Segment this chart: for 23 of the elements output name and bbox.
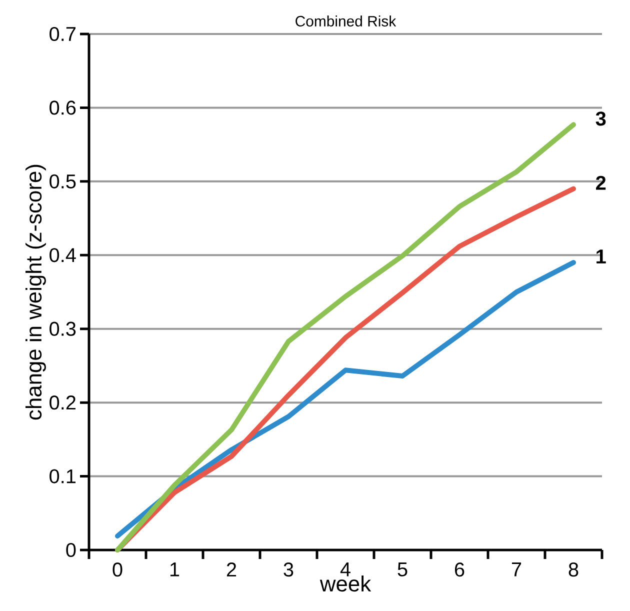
series-label: 2 (596, 176, 606, 190)
chart-title: Combined Risk (296, 16, 396, 26)
series-label: 1 (596, 250, 606, 264)
x-tick-label: 0 (112, 562, 122, 577)
x-tick-label: 1 (170, 562, 180, 576)
x-tick-label: 5 (398, 562, 408, 576)
y-tick-label: 0.1 (50, 469, 76, 484)
y-tick-label: 0 (66, 542, 76, 558)
y-tick-label: 0.2 (50, 396, 76, 410)
y-tick-label: 0.3 (50, 322, 76, 336)
x-tick-label: 3 (284, 562, 294, 577)
y-tick-label: 0.7 (50, 26, 76, 42)
x-axis-title: week (320, 575, 372, 592)
y-axis-title: change in weight (z-score) (26, 164, 46, 420)
series-label: 3 (596, 112, 606, 126)
y-tick-label: 0.5 (50, 174, 76, 188)
x-tick-label: 7 (512, 562, 522, 576)
x-tick-label: 4 (340, 562, 350, 576)
y-tick-label: 0.6 (50, 100, 76, 115)
y-tick-label: 0.4 (50, 248, 76, 262)
x-tick-label: 6 (454, 562, 464, 577)
x-tick-label: 2 (226, 562, 236, 576)
x-tick-label: 8 (568, 562, 578, 577)
